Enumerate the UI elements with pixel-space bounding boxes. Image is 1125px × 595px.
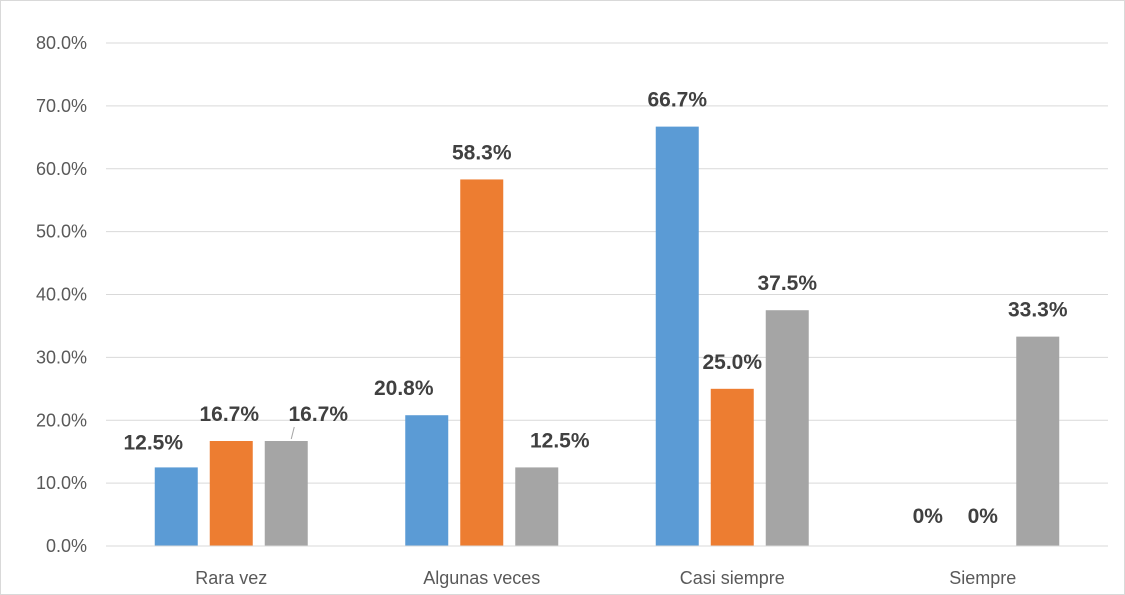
data-label: 66.7%	[647, 89, 707, 112]
y-tick-label: 70.0%	[36, 96, 87, 116]
data-label: 16.7%	[288, 403, 348, 426]
bar	[655, 126, 699, 546]
bar	[405, 415, 449, 546]
data-label: 0%	[913, 505, 944, 528]
data-label: 0%	[968, 505, 999, 528]
leader-lines	[290, 426, 295, 440]
bar	[515, 467, 559, 546]
data-label: 37.5%	[757, 272, 817, 295]
bars	[154, 126, 1060, 546]
data-labels: 12.5% 16.7% 16.7% 20.8% 58.3% 12.5% 66.7% 25.0%…	[123, 89, 1067, 528]
data-label: 20.8%	[374, 377, 434, 400]
x-tick-label: Casi siempre	[680, 568, 785, 588]
gridlines	[106, 42, 1108, 484]
y-tick-label: 20.0%	[36, 410, 87, 430]
y-tick-label: 40.0%	[36, 285, 87, 305]
data-label: 33.3%	[1008, 299, 1068, 322]
data-label: 58.3%	[452, 141, 512, 164]
y-tick-label: 50.0%	[36, 222, 87, 242]
data-label: 16.7%	[199, 403, 259, 426]
bar	[765, 310, 809, 546]
x-tick-label: Rara vez	[195, 568, 267, 588]
x-axis-ticks: Rara vez Algunas veces Casi siempre Siempre	[195, 568, 1016, 588]
bar	[209, 440, 253, 546]
y-tick-label: 60.0%	[36, 159, 87, 179]
leader-line	[290, 426, 295, 440]
x-tick-label: Algunas veces	[423, 568, 540, 588]
y-tick-label: 0.0%	[46, 536, 87, 556]
bar	[1016, 336, 1060, 546]
y-tick-label: 80.0%	[36, 33, 87, 53]
y-tick-label: 10.0%	[36, 473, 87, 493]
y-axis-ticks: 0.0% 10.0% 20.0% 30.0% 40.0% 50.0% 60.0% 70.0% 8…	[36, 33, 87, 556]
bar	[264, 440, 308, 546]
bar	[460, 179, 504, 546]
y-tick-label: 30.0%	[36, 347, 87, 367]
x-tick-label: Siempre	[949, 568, 1016, 588]
data-label: 12.5%	[123, 431, 183, 454]
data-label: 25.0%	[702, 351, 762, 374]
bar	[154, 467, 198, 546]
data-label: 12.5%	[530, 429, 590, 452]
bar	[710, 388, 754, 546]
